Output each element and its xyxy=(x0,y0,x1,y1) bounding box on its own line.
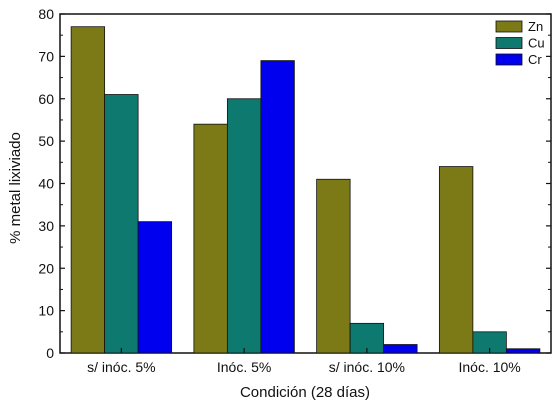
x-tick-label: s/ inóc. 5% xyxy=(87,359,155,375)
legend-swatch-cu xyxy=(495,37,523,49)
bar-zn-3 xyxy=(438,166,474,354)
legend-label-cu: Cu xyxy=(528,36,545,51)
y-tick-label: 60 xyxy=(38,91,54,107)
bar-zn-2 xyxy=(316,178,351,354)
x-axis-label: Condición (28 días) xyxy=(240,384,370,401)
bar-cr-3 xyxy=(505,348,541,354)
bar-cr-2 xyxy=(383,344,418,354)
x-tick-label: s/ inóc. 10% xyxy=(329,359,405,375)
bar-zn-0 xyxy=(70,26,106,354)
y-tick-label: 20 xyxy=(38,260,54,276)
bar-cu-0 xyxy=(104,94,139,354)
bar-cr-1 xyxy=(260,60,295,354)
y-tick-label: 70 xyxy=(38,48,54,64)
y-tick-label: 30 xyxy=(38,218,54,234)
bar-cu-1 xyxy=(226,98,262,354)
bar-cr-0 xyxy=(137,221,173,354)
y-tick-label: 40 xyxy=(38,176,54,192)
x-tick-label: Inóc. 5% xyxy=(217,359,271,375)
y-tick-label: 0 xyxy=(46,345,54,361)
legend-swatch-cr xyxy=(495,53,523,66)
y-tick-label: 10 xyxy=(38,303,54,319)
y-tick-label: 80 xyxy=(38,6,54,22)
y-axis-label: % metal lixiviado xyxy=(7,132,24,244)
bar-zn-1 xyxy=(193,123,228,354)
legend-label-zn: Zn xyxy=(528,19,543,34)
legend-swatch-zn xyxy=(495,20,523,33)
y-tick-label: 50 xyxy=(38,133,54,149)
legend-label-cr: Cr xyxy=(528,52,542,67)
x-tick-label: Inóc. 10% xyxy=(458,359,520,375)
